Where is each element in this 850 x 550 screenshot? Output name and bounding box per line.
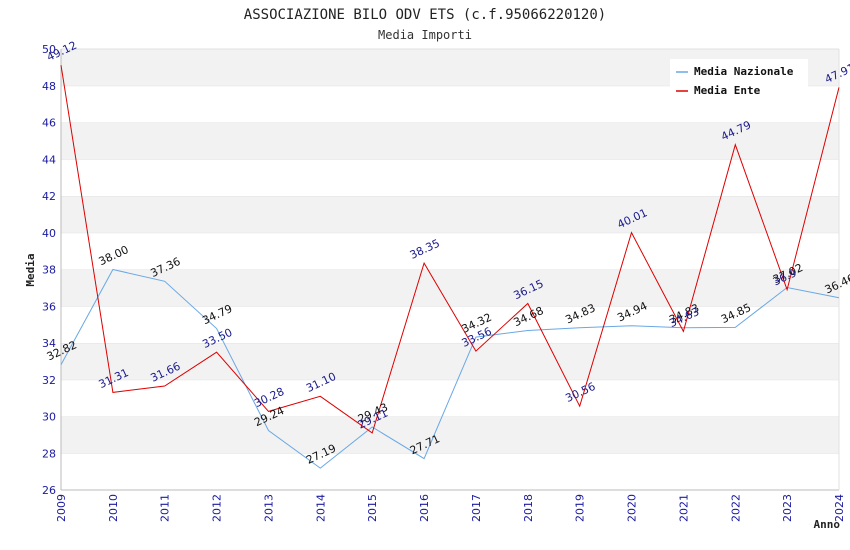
legend-label-media-ente: Media Ente xyxy=(694,84,761,97)
x-tick-label: 2022 xyxy=(729,494,742,522)
grid-band xyxy=(61,269,839,307)
grid-band xyxy=(61,122,839,160)
legend-box xyxy=(670,59,808,109)
y-tick-label: 26 xyxy=(42,484,56,497)
y-tick-label: 28 xyxy=(42,447,56,460)
y-tick-label: 32 xyxy=(42,374,56,387)
y-axis-title: Media xyxy=(24,253,37,286)
grid-band xyxy=(61,416,839,454)
legend-label-media-nazionale: Media Nazionale xyxy=(694,65,794,78)
y-tick-label: 48 xyxy=(42,80,56,93)
x-tick-label: 2017 xyxy=(470,494,483,522)
y-tick-label: 34 xyxy=(42,337,56,350)
series-lines xyxy=(60,65,840,469)
plot-frame xyxy=(60,49,840,491)
grid-bands xyxy=(61,48,839,490)
y-tick-label: 44 xyxy=(42,153,56,166)
x-tick-label: 2013 xyxy=(262,494,275,522)
y-tick-label: 50 xyxy=(42,43,56,56)
x-axis-ticks: 2009 2010 2011 2012 2013 2014 2015 2016 2017 2018… xyxy=(55,494,846,522)
grid-band xyxy=(61,453,839,490)
x-axis-title: Anno xyxy=(814,518,841,531)
y-tick-label: 30 xyxy=(42,411,56,424)
line-media-nazionale xyxy=(60,268,840,469)
x-tick-label: 2015 xyxy=(366,494,379,522)
x-tick-label: 2024 xyxy=(833,494,846,522)
x-tick-label: 2019 xyxy=(574,494,587,522)
grid-band xyxy=(61,196,839,233)
grid-band xyxy=(61,159,839,196)
x-tick-label: 2014 xyxy=(314,494,327,522)
y-axis-ticks: 26 28 30 32 34 36 38 40 42 44 46 48 50 xyxy=(42,43,56,497)
line-media-ente xyxy=(60,65,840,434)
x-tick-label: 2010 xyxy=(107,494,120,522)
x-tick-label: 2012 xyxy=(211,494,224,522)
y-tick-label: 40 xyxy=(42,227,56,240)
legend: Media Nazionale Media Ente xyxy=(670,59,808,109)
chart-title: ASSOCIAZIONE BILO ODV ETS (c.f.950662201… xyxy=(244,7,606,23)
x-tick-label: 2020 xyxy=(626,494,639,522)
x-tick-label: 2009 xyxy=(55,494,68,522)
x-tick-label: 2011 xyxy=(159,494,172,522)
x-tick-label: 2021 xyxy=(677,494,690,522)
y-tick-label: 36 xyxy=(42,300,56,313)
x-tick-label: 2018 xyxy=(522,494,535,522)
y-tick-label: 46 xyxy=(42,117,56,130)
chart-subtitle: Media Importi xyxy=(378,28,472,42)
x-tick-label: 2023 xyxy=(781,494,794,522)
grid-band xyxy=(61,306,839,343)
y-tick-label: 42 xyxy=(42,190,56,203)
grid-band xyxy=(61,343,839,380)
y-tick-label: 38 xyxy=(42,264,56,277)
x-tick-label: 2016 xyxy=(418,494,431,522)
